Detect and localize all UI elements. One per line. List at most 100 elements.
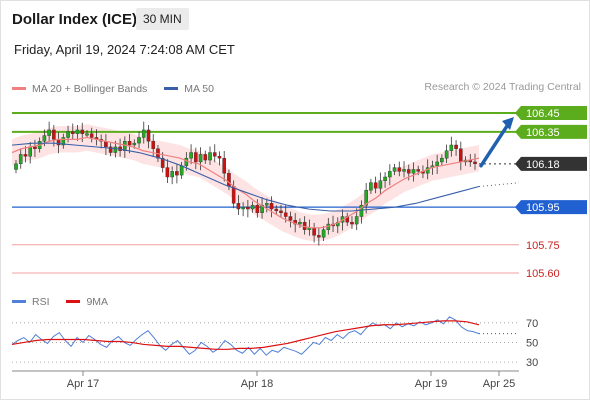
candle <box>47 121 51 142</box>
candle-body <box>227 173 231 187</box>
instrument-title: Dollar Index (ICE) <box>12 11 138 28</box>
candle <box>127 134 132 154</box>
candle <box>70 123 75 140</box>
candle <box>350 216 354 229</box>
candle-body <box>312 227 316 236</box>
candle-body <box>132 142 137 146</box>
candle-body <box>184 157 189 166</box>
candle <box>75 125 80 141</box>
candle <box>397 161 402 177</box>
candle <box>189 144 193 165</box>
candle <box>250 201 255 213</box>
candle-body <box>454 144 458 149</box>
candle-body <box>146 129 151 142</box>
candle-body <box>444 150 449 159</box>
candle <box>146 125 151 149</box>
candle <box>217 151 222 166</box>
candle <box>33 139 37 158</box>
datetime-label: Friday, April 19, 2024 7:24:08 AM CET <box>14 42 235 57</box>
candle-body <box>435 161 439 166</box>
candle <box>212 144 217 163</box>
candle-body <box>66 131 70 138</box>
level-label-105.60: 105.60 <box>526 268 560 280</box>
rsi-panel: 70 50 30 <box>11 316 538 369</box>
legend-rsi-swatch <box>12 300 26 303</box>
candle-body <box>241 206 245 210</box>
candle-body <box>80 129 85 134</box>
candle <box>23 146 28 163</box>
candle <box>165 159 170 184</box>
legend-rsi-label: RSI <box>32 295 50 308</box>
candle <box>406 164 411 181</box>
candle-body <box>416 169 421 172</box>
candle <box>203 150 208 164</box>
level-tag-105.95 <box>515 200 587 215</box>
candle-body <box>402 169 406 172</box>
candle <box>208 146 212 165</box>
candle-body <box>321 229 326 238</box>
candle <box>264 198 269 213</box>
candle-body <box>160 157 165 168</box>
candle-body <box>397 167 402 172</box>
forecast-arrow-head <box>502 117 514 130</box>
candle <box>160 152 165 173</box>
candle-body <box>28 146 32 157</box>
ma50-projection <box>478 182 520 188</box>
candle <box>369 178 373 194</box>
level-label-105.75: 105.75 <box>526 240 560 252</box>
credit-label: Research © 2024 Trading Central <box>424 81 581 93</box>
candle <box>440 154 444 166</box>
candle-body <box>283 212 288 217</box>
candle <box>14 160 18 174</box>
level-label-105.95: 105.95 <box>526 202 560 214</box>
candle <box>85 129 89 138</box>
candle <box>454 140 458 156</box>
candle-body <box>179 165 184 176</box>
legend-rsi: RSI <box>12 296 50 308</box>
candle <box>373 176 378 194</box>
candle <box>392 163 397 176</box>
candle <box>274 205 279 215</box>
candle-body <box>42 135 47 142</box>
candle-body <box>236 203 241 210</box>
candle-body <box>269 203 274 210</box>
candle <box>170 166 174 185</box>
candle-body <box>354 216 359 225</box>
candle <box>364 183 368 214</box>
candle <box>288 211 293 228</box>
candle <box>298 218 302 228</box>
candle-body <box>317 235 321 238</box>
candle-body <box>194 152 198 163</box>
candle-body <box>203 154 208 161</box>
level-tag-106.18 <box>515 156 587 171</box>
candle-body <box>274 208 279 212</box>
interval-button[interactable]: 30 MIN <box>136 8 189 30</box>
x-tick-label: Apr 25 <box>483 378 515 390</box>
candle-body <box>170 171 174 178</box>
level-tag-106.35 <box>515 124 587 139</box>
ma50-line <box>11 142 480 212</box>
candle <box>61 133 66 149</box>
legend-ma50-swatch <box>164 87 179 90</box>
price-legend: MA 20 + Bollinger Bands MA 50 <box>12 81 228 95</box>
legend-bollinger-swatch <box>12 87 26 90</box>
candle <box>411 162 416 182</box>
candle-body <box>165 167 170 178</box>
legend-ma50-label: MA 50 <box>184 82 214 95</box>
candle <box>279 204 283 218</box>
candle <box>246 199 250 218</box>
candle-body <box>369 182 373 191</box>
candle-body <box>279 210 283 213</box>
level-label-106.35: 106.35 <box>526 127 560 139</box>
candle-body <box>198 154 203 163</box>
candle-body <box>411 169 416 174</box>
candle <box>194 147 198 170</box>
candle <box>222 151 227 182</box>
candle-body <box>383 176 387 181</box>
candle-body <box>298 221 302 225</box>
candle-body <box>33 146 37 149</box>
candle <box>236 195 241 216</box>
rsi-ma-line <box>11 320 480 350</box>
